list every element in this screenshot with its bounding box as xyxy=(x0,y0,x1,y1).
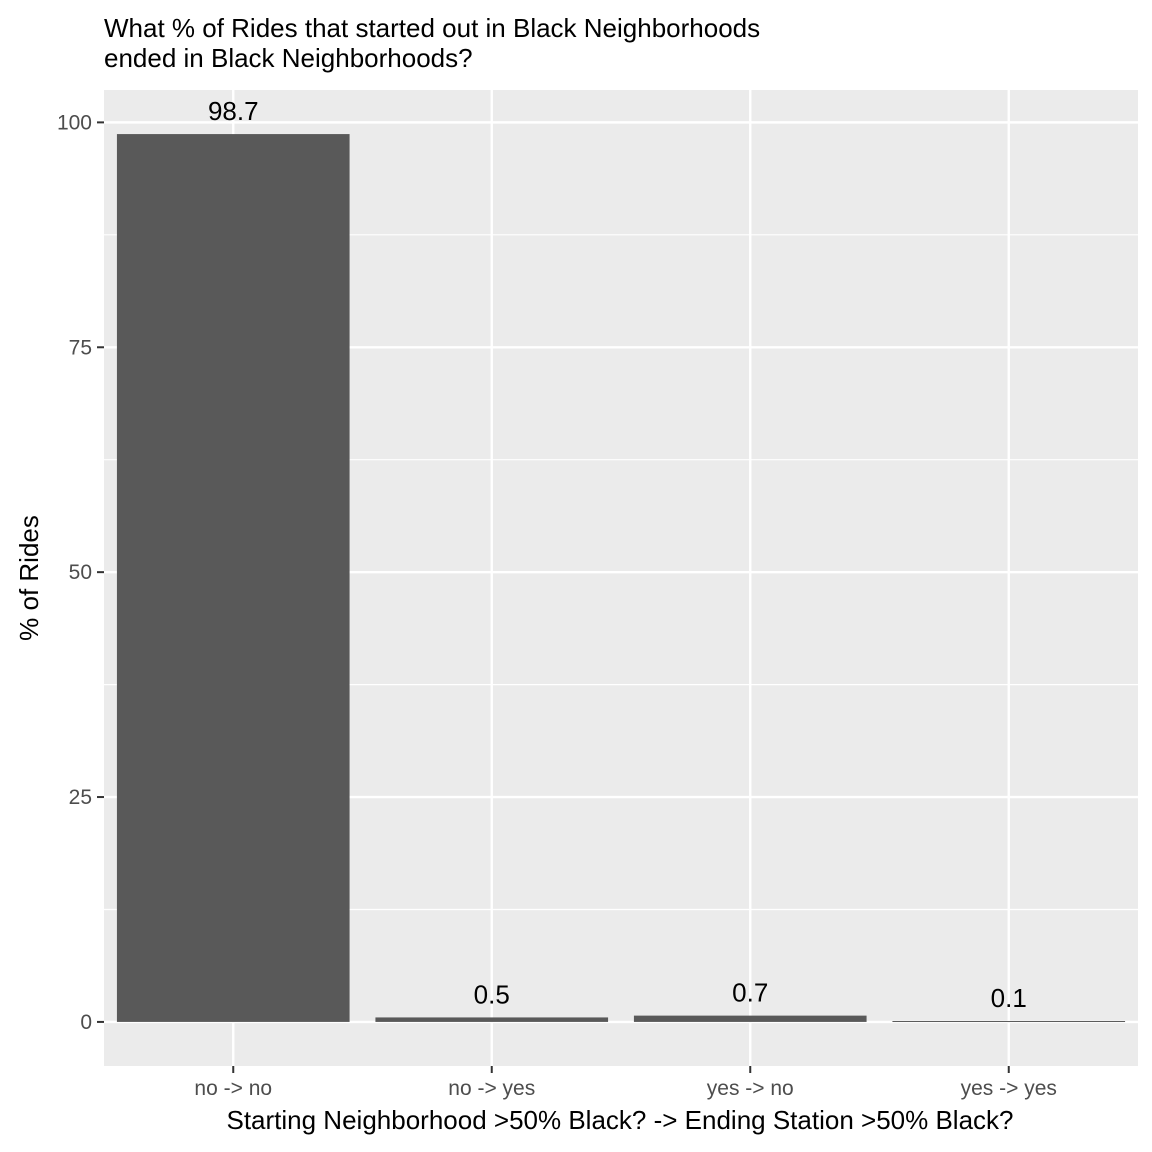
x-axis-title: Starting Neighborhood >50% Black? -> End… xyxy=(226,1105,1013,1135)
y-tick-label: 100 xyxy=(57,111,92,134)
data-labels: 98.7 0.5 0.7 0.1 xyxy=(208,96,1027,1013)
bar xyxy=(116,134,350,1022)
bar xyxy=(375,1017,609,1022)
bar xyxy=(633,1015,867,1022)
data-label: 0.7 xyxy=(732,978,768,1008)
chart-title-line-2: ended in Black Neighborhoods? xyxy=(104,43,473,73)
x-tick-label: yes -> no xyxy=(707,1077,794,1100)
y-tick-label: 50 xyxy=(69,561,92,584)
x-axis: no -> no no -> yes yes -> no yes -> yes xyxy=(194,1066,1057,1100)
bars xyxy=(116,134,1126,1023)
x-tick-label: yes -> yes xyxy=(961,1077,1057,1100)
y-tick-label: 75 xyxy=(69,336,92,359)
x-tick-label: no -> no xyxy=(194,1077,272,1100)
chart-title-line-1: What % of Rides that started out in Blac… xyxy=(104,13,760,43)
data-label: 0.1 xyxy=(991,983,1027,1013)
bar xyxy=(892,1021,1126,1023)
x-tick-label: no -> yes xyxy=(448,1077,535,1100)
y-tick-label: 0 xyxy=(80,1011,92,1034)
y-axis: 0 25 50 75 100 xyxy=(57,111,104,1034)
data-label: 0.5 xyxy=(474,979,510,1009)
data-label: 98.7 xyxy=(208,96,259,126)
y-axis-title: % of Rides xyxy=(14,515,44,641)
y-tick-label: 25 xyxy=(69,786,92,809)
